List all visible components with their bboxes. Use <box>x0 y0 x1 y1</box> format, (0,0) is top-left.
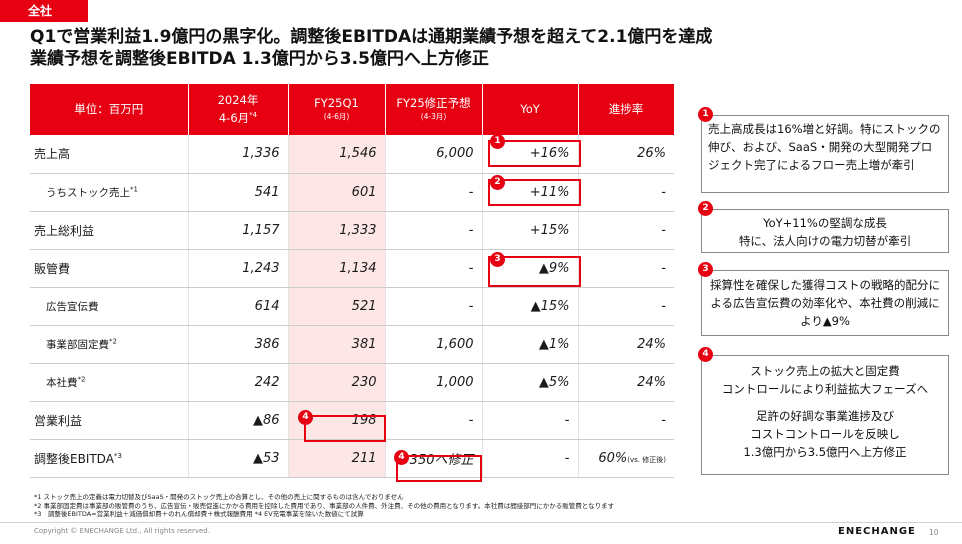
cell-prev: 1,157 <box>188 211 289 250</box>
row-label: 本社費*2 <box>30 363 189 402</box>
highlight-box-yoy-stock <box>488 179 581 206</box>
page-number: 10 <box>929 528 939 537</box>
footnote-2: *2 事業部固定費は事業部の販管費のうち、広告宣伝・販売促進にかかる費用を控除し… <box>34 501 615 510</box>
cell-q1: 1,134 <box>288 249 386 288</box>
highlight-box-yoy-sga <box>488 256 581 287</box>
badge-2: 2 <box>490 175 505 190</box>
cell-prev: ▲86 <box>188 401 289 440</box>
cell-q1: 230 <box>288 363 386 402</box>
cell-q1: 601 <box>288 173 386 212</box>
cell-progress: 26% <box>578 135 674 174</box>
cell-yoy: +15% <box>482 211 579 250</box>
badge-4-ebitda: 4 <box>394 450 409 465</box>
cell-yoy: - <box>482 401 579 440</box>
callout-2: YoY+11%の堅調な成長 特に、法人向けの電力切替が牽引 <box>701 209 949 253</box>
section-tag: 全社 <box>0 0 88 22</box>
footnote-1: *1 ストック売上の定義は電力切替及びSaaS・開発のストック売上の合算とし、そ… <box>34 493 404 501</box>
table-row: 事業部固定費*2 386 381 1,600 ▲1% 24% <box>30 325 674 364</box>
footnotes: *1 ストック売上の定義は電力切替及びSaaS・開発のストック売上の合算とし、そ… <box>34 493 614 519</box>
cell-q1: 1,333 <box>288 211 386 250</box>
header-yoy: YoY <box>482 84 579 135</box>
cell-q1: 521 <box>288 287 386 326</box>
cell-q1: 211 <box>288 439 386 478</box>
cell-q1: 1,546 <box>288 135 386 174</box>
cell-forecast: - <box>385 401 483 440</box>
table-row: 本社費*2 242 230 1,000 ▲5% 24% <box>30 363 674 402</box>
callout-1: 売上高成長は16%増と好調。特にストックの伸び、および、SaaS・開発の大型開発… <box>701 115 949 193</box>
table-header-row: 単位：百万円 2024年 4-6月*4 FY25Q1 (4-6月) FY25修正予想… <box>30 84 675 135</box>
cell-progress: 24% <box>578 325 674 364</box>
copyright: Copyright © ENECHANGE Ltd., All rights r… <box>34 527 210 535</box>
row-label: 調整後EBITDA*3 <box>30 439 189 478</box>
cell-prev: ▲53 <box>188 439 289 478</box>
footnote-3: *3 調整後EBITDA=営業利益＋減価償却費＋のれん償却費＋株式報酬費用 *4… <box>34 510 364 518</box>
cell-yoy: - <box>482 439 579 478</box>
header-unit: 単位：百万円 <box>30 84 189 135</box>
highlight-box-ebitda-forecast <box>396 455 482 482</box>
financial-table: 単位：百万円 2024年 4-6月*4 FY25Q1 (4-6月) FY25修正予想… <box>30 84 675 478</box>
row-label: 事業部固定費*2 <box>30 325 189 364</box>
cell-progress: - <box>578 173 674 212</box>
header-forecast: FY25修正予想 (4-3月) <box>385 84 483 135</box>
cell-yoy: ▲5% <box>482 363 579 402</box>
cell-prev: 614 <box>188 287 289 326</box>
company-logo: ENECHANGE <box>838 526 916 537</box>
cell-progress: - <box>578 401 674 440</box>
cell-forecast: - <box>385 173 483 212</box>
row-label: 売上高 <box>30 135 189 174</box>
cell-progress: - <box>578 249 674 288</box>
cell-progress: - <box>578 211 674 250</box>
headline-line-1: Q1で営業利益1.9億円の黒字化。調整後EBITDAは通期業績予想を超えて2.1… <box>30 27 713 47</box>
row-label: 販管費 <box>30 249 189 288</box>
callout-badge-3: 3 <box>698 262 713 277</box>
badge-4: 4 <box>298 410 313 425</box>
cell-forecast: - <box>385 287 483 326</box>
page-title: Q1で営業利益1.9億円の黒字化。調整後EBITDAは通期業績予想を超えて2.1… <box>30 26 930 70</box>
cell-prev: 386 <box>188 325 289 364</box>
row-label: うちストック売上*1 <box>30 173 189 212</box>
cell-forecast: 1,000 <box>385 363 483 402</box>
highlight-box-yoy-sales <box>488 140 581 167</box>
table-row: 調整後EBITDA*3 ▲53 211 350へ修正 - 60%(vs. 修正後… <box>30 439 674 478</box>
cell-prev: 242 <box>188 363 289 402</box>
badge-1: 1 <box>490 134 505 149</box>
table-row: 広告宣伝費 614 521 - ▲15% - <box>30 287 674 326</box>
headline-line-2: 業績予想を調整後EBITDA 1.3億円から3.5億円へ上方修正 <box>30 49 489 69</box>
table-row: 営業利益 ▲86 198 - - - <box>30 401 674 440</box>
cell-progress: 60%(vs. 修正後) <box>578 439 674 478</box>
cell-yoy: ▲15% <box>482 287 579 326</box>
row-label: 営業利益 <box>30 401 189 440</box>
callout-badge-2: 2 <box>698 201 713 216</box>
cell-q1: 381 <box>288 325 386 364</box>
cell-forecast: - <box>385 211 483 250</box>
cell-forecast: 6,000 <box>385 135 483 174</box>
row-label: 売上総利益 <box>30 211 189 250</box>
header-fy25q1: FY25Q1 (4-6月) <box>288 84 386 135</box>
footer-divider <box>0 522 962 523</box>
cell-forecast: - <box>385 249 483 288</box>
header-prev-year: 2024年 4-6月*4 <box>188 84 289 135</box>
badge-3: 3 <box>490 252 505 267</box>
cell-progress: 24% <box>578 363 674 402</box>
callout-3: 採算性を確保した獲得コストの戦略的配分による広告宣伝費の効率化や、本社費の削減に… <box>701 270 949 336</box>
cell-prev: 1,336 <box>188 135 289 174</box>
cell-prev: 1,243 <box>188 249 289 288</box>
cell-prev: 541 <box>188 173 289 212</box>
callout-badge-1: 1 <box>698 107 713 122</box>
table-row: 販管費 1,243 1,134 - ▲9% - <box>30 249 674 288</box>
highlight-box-op-profit <box>304 415 386 442</box>
callout-4: ストック売上の拡大と固定費 コントロールにより利益拡大フェーズへ 足許の好調な事… <box>701 355 949 475</box>
callout-4-text-a: ストック売上の拡大と固定費 コントロールにより利益拡大フェーズへ <box>721 364 929 396</box>
cell-forecast: 1,600 <box>385 325 483 364</box>
cell-yoy: ▲1% <box>482 325 579 364</box>
row-label: 広告宣伝費 <box>30 287 189 326</box>
callout-badge-4: 4 <box>698 347 713 362</box>
callout-4-text-b: 足許の好調な事業進捗及び コストコントロールを反映し 1.3億円から3.5億円へ… <box>743 409 907 459</box>
cell-progress: - <box>578 287 674 326</box>
table-row: 売上総利益 1,157 1,333 - +15% - <box>30 211 674 250</box>
header-progress: 進捗率 <box>578 84 675 135</box>
